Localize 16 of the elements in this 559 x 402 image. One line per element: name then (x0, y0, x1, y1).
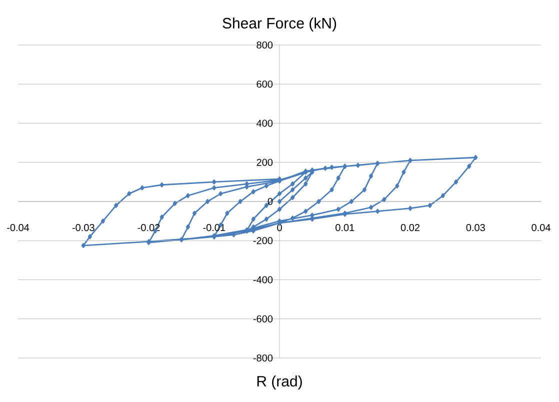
y-tick-label: -800 (253, 354, 273, 362)
x-axis-title: R (rad) (257, 376, 302, 390)
y-tick-label: -400 (253, 276, 273, 284)
x-tick-label: -0.04 (7, 224, 30, 232)
x-tick-label: 0.01 (336, 224, 354, 232)
y-tick-label: 800 (256, 41, 273, 49)
y-tick-label: 200 (256, 158, 273, 166)
x-tick-label: 0.02 (400, 224, 420, 232)
y-tick-label: -600 (253, 315, 273, 322)
x-tick-label: -0.03 (72, 224, 94, 232)
x-tick-label: 0.03 (466, 224, 485, 232)
y-tick-label: -200 (253, 237, 273, 244)
y-tick-label: 400 (256, 120, 273, 127)
y-tick-label: 600 (256, 80, 273, 88)
x-tick-label: 0.04 (532, 224, 550, 232)
y-axis-title: Shear Force (kN) (222, 18, 336, 32)
